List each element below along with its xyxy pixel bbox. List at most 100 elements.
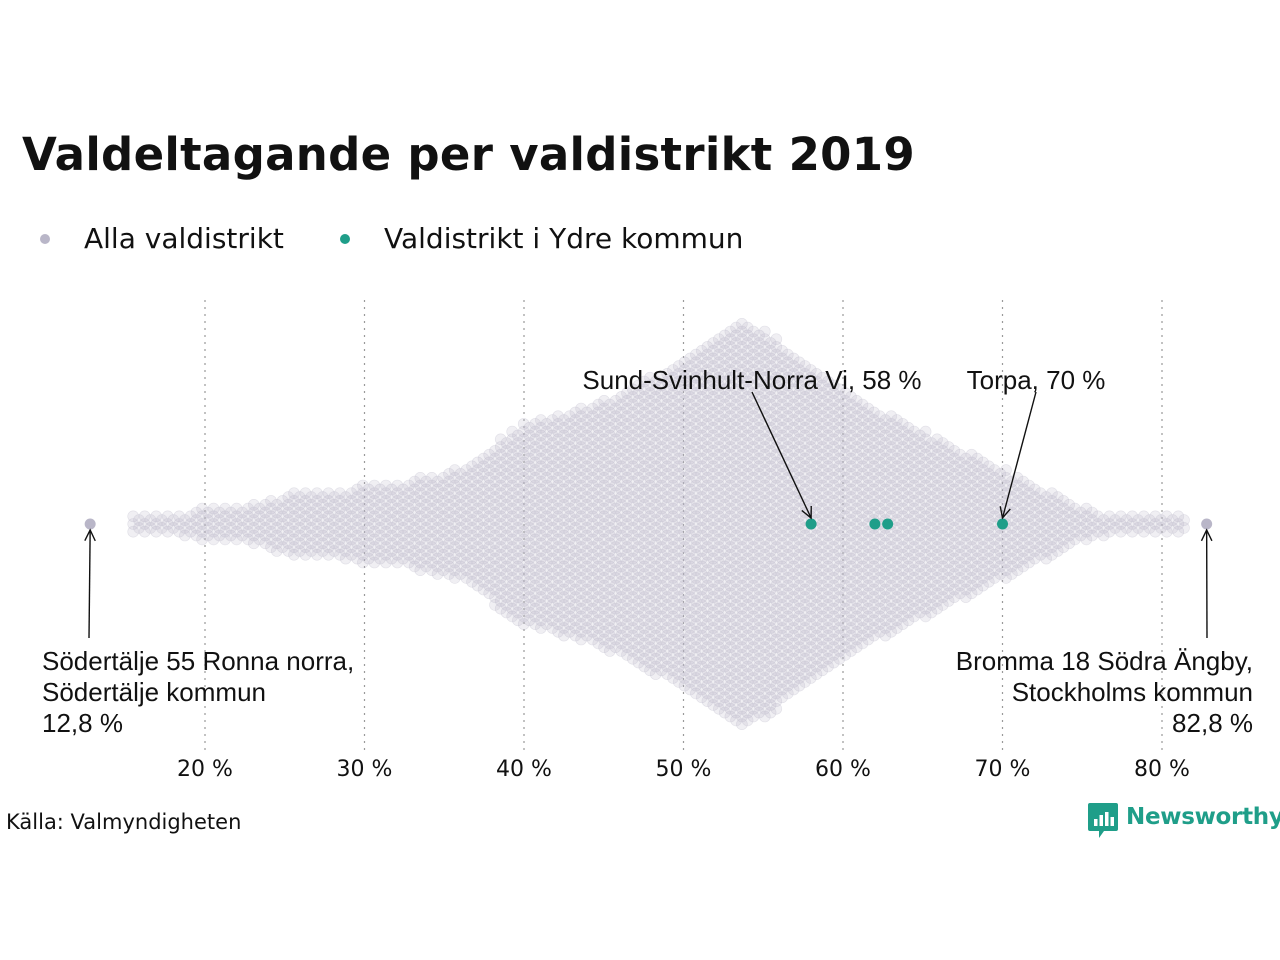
swarm-point xyxy=(293,545,306,557)
swarm-point xyxy=(615,614,628,627)
swarm-point xyxy=(558,514,570,526)
swarm-point xyxy=(362,529,375,542)
swarm-point xyxy=(598,572,610,584)
swarm-point xyxy=(500,498,513,511)
swarm-point xyxy=(448,541,461,553)
swarm-point xyxy=(655,471,668,484)
swarm-point xyxy=(540,533,553,546)
swarm-point xyxy=(638,629,651,642)
swarm-point xyxy=(558,452,570,465)
swarm-point xyxy=(506,548,519,561)
swarm-point xyxy=(529,587,542,600)
swarm-point xyxy=(661,514,674,526)
swarm-point xyxy=(575,495,587,507)
swarm-point xyxy=(621,548,633,561)
swarm-point xyxy=(609,518,622,530)
swarm-point xyxy=(667,525,679,538)
swarm-point xyxy=(678,633,691,646)
swarm-point xyxy=(661,522,674,534)
swarm-point xyxy=(546,545,559,557)
swarm-point xyxy=(598,495,610,507)
swarm-point xyxy=(655,564,668,577)
annotation-leader xyxy=(88,529,91,639)
swarm-point xyxy=(558,614,570,627)
swarm-point xyxy=(563,456,576,469)
swarm-point xyxy=(638,545,651,557)
swarm-point xyxy=(609,572,622,584)
swarm-point xyxy=(598,502,610,515)
swarm-point xyxy=(236,506,249,519)
swarm-point xyxy=(598,618,610,630)
swarm-point xyxy=(592,583,605,596)
swarm-point xyxy=(448,502,461,515)
swarm-point xyxy=(489,552,501,565)
swarm-point xyxy=(626,552,639,565)
swarm-point xyxy=(454,468,467,480)
swarm-point xyxy=(615,529,628,542)
swarm-point xyxy=(575,418,587,430)
page-title: Valdeltagande per valdistrikt 2019 xyxy=(22,128,916,181)
swarm-point xyxy=(448,548,461,561)
swarm-point xyxy=(529,541,542,553)
swarm-point xyxy=(575,487,587,500)
swarm-point xyxy=(621,556,633,569)
swarm-point xyxy=(586,595,599,607)
swarm-point xyxy=(357,556,369,569)
swarm-point xyxy=(402,548,415,561)
swarm-point xyxy=(466,498,478,511)
swarm-point xyxy=(644,587,656,600)
swarm-point xyxy=(586,533,599,546)
swarm-point xyxy=(500,545,513,557)
swarm-point xyxy=(626,475,639,488)
swarm-point xyxy=(431,522,444,534)
swarm-point xyxy=(351,514,364,526)
swarm-point xyxy=(558,506,570,519)
swarm-point xyxy=(362,498,375,511)
swarm-point xyxy=(598,610,610,623)
swarm-point xyxy=(443,529,455,542)
swarm-point xyxy=(512,483,524,496)
swarm-point xyxy=(667,572,679,584)
swarm-point xyxy=(322,487,335,500)
swarm-point xyxy=(690,425,702,438)
swarm-point xyxy=(437,479,450,492)
swarm-point xyxy=(523,599,536,611)
swarm-point xyxy=(678,456,691,469)
swarm-point xyxy=(500,599,513,611)
swarm-point xyxy=(517,471,530,484)
swarm-point xyxy=(661,668,674,680)
swarm-point xyxy=(678,602,691,615)
swarm-point xyxy=(586,502,599,515)
swarm-point xyxy=(592,437,605,449)
swarm-point xyxy=(305,522,318,534)
swarm-point xyxy=(678,502,691,515)
swarm-point xyxy=(632,587,645,600)
swarm-point xyxy=(339,491,352,503)
swarm-point xyxy=(592,599,605,611)
swarm-point xyxy=(558,552,570,565)
swarm-point xyxy=(644,425,656,438)
swarm-point xyxy=(179,514,191,526)
swarm-point xyxy=(678,548,691,561)
swarm-point xyxy=(661,437,674,449)
swarm-point xyxy=(632,379,645,392)
swarm-point xyxy=(638,429,651,442)
swarm-point xyxy=(523,468,536,480)
swarm-point xyxy=(512,445,524,457)
swarm-point xyxy=(517,610,530,623)
swarm-point xyxy=(494,595,507,607)
swarm-point xyxy=(672,460,685,473)
swarm-point xyxy=(586,441,599,453)
swarm-point xyxy=(167,514,180,526)
swarm-point xyxy=(621,448,633,461)
swarm-point xyxy=(638,622,651,634)
swarm-point xyxy=(529,510,542,523)
swarm-point xyxy=(655,533,668,546)
swarm-point xyxy=(483,533,496,546)
swarm-point xyxy=(552,425,564,438)
swarm-point xyxy=(586,418,599,430)
swarm-point xyxy=(661,414,674,426)
swarm-point xyxy=(603,529,616,542)
swarm-point xyxy=(690,448,702,461)
swarm-point xyxy=(448,487,461,500)
